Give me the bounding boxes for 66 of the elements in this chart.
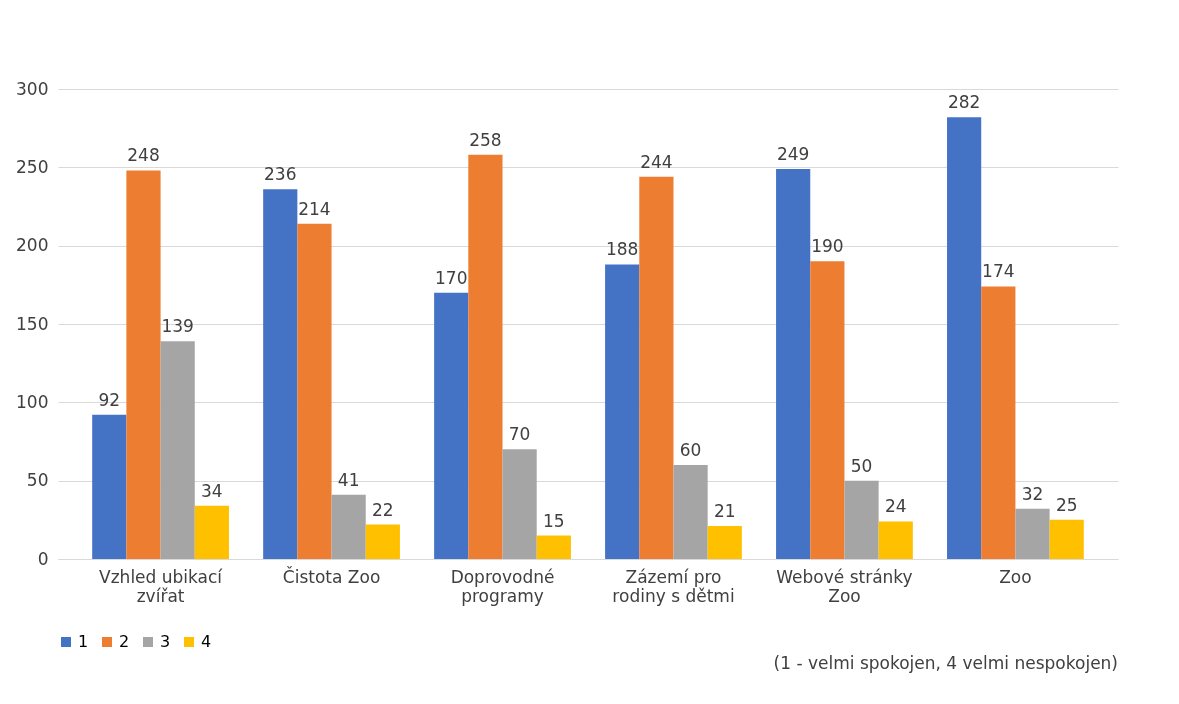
legend-label: 1	[78, 632, 89, 651]
x-tick-label: Webové stránky Zoo	[776, 566, 913, 606]
data-label: 50	[850, 455, 873, 476]
data-label: 249	[776, 143, 810, 164]
data-label: 236	[264, 164, 297, 185]
bar	[947, 117, 982, 559]
data-label: 32	[1021, 483, 1044, 504]
bar	[331, 494, 366, 559]
data-label: 214	[298, 198, 331, 219]
bar	[434, 292, 469, 559]
data-label: 22	[372, 499, 394, 520]
bar	[263, 189, 298, 559]
data-label: 34	[201, 480, 223, 501]
data-label: 188	[605, 239, 639, 260]
data-label: 244	[640, 151, 673, 172]
data-label: 21	[713, 501, 736, 522]
x-tick-label: Zoo	[999, 566, 1032, 587]
data-label: 174	[982, 261, 1015, 282]
y-tick-label: 100	[16, 391, 49, 412]
data-label: 60	[679, 440, 702, 460]
bar	[1015, 508, 1050, 559]
x-tick-label: Doprovodné programy	[450, 566, 555, 606]
bar	[536, 535, 571, 559]
bar	[605, 264, 640, 559]
legend-label: 3	[160, 632, 171, 651]
data-label: 139	[161, 316, 194, 337]
bar	[673, 465, 708, 559]
legend-label: 4	[201, 632, 212, 651]
y-tick-label: 50	[26, 470, 49, 491]
data-label: 25	[1055, 494, 1078, 515]
y-tick-label: 250	[16, 156, 49, 177]
bar	[981, 286, 1016, 559]
legend-label: 2	[119, 632, 130, 651]
data-label: 24	[884, 496, 907, 517]
bar	[776, 168, 811, 559]
bar	[92, 414, 127, 559]
bar	[126, 170, 161, 559]
text: (1 - velmi spokojen, 4 velmi nespokojen)	[773, 653, 1118, 673]
bar	[365, 524, 400, 559]
data-label: 190	[811, 236, 844, 257]
x-tick-label: Zázemí pro rodiny s dětmi	[612, 566, 735, 606]
bar	[844, 480, 879, 559]
data-label: 41	[337, 469, 360, 490]
bar	[160, 341, 195, 559]
data-label: 15	[542, 510, 565, 531]
data-label: 258	[469, 129, 502, 150]
data-label: 70	[508, 424, 531, 445]
y-tick-label: 150	[16, 313, 49, 334]
bar	[639, 176, 674, 559]
bar	[297, 223, 332, 559]
bar	[468, 154, 503, 559]
bar	[810, 261, 845, 559]
data-label: 170	[435, 267, 468, 288]
bar	[502, 449, 537, 559]
x-tick-label: Vzhled ubikací zvířat	[99, 566, 224, 606]
bar	[194, 505, 229, 559]
data-label: 248	[127, 145, 160, 166]
bar	[707, 526, 742, 559]
x-tick-label: Čistota Zoo	[282, 565, 381, 587]
data-label: 282	[947, 92, 981, 113]
y-tick-label: 200	[16, 235, 49, 256]
data-label: 92	[98, 389, 121, 410]
y-tick-label: 0	[37, 548, 49, 569]
bar	[1049, 519, 1084, 559]
bar	[878, 521, 913, 559]
y-tick-label: 300	[16, 78, 49, 99]
